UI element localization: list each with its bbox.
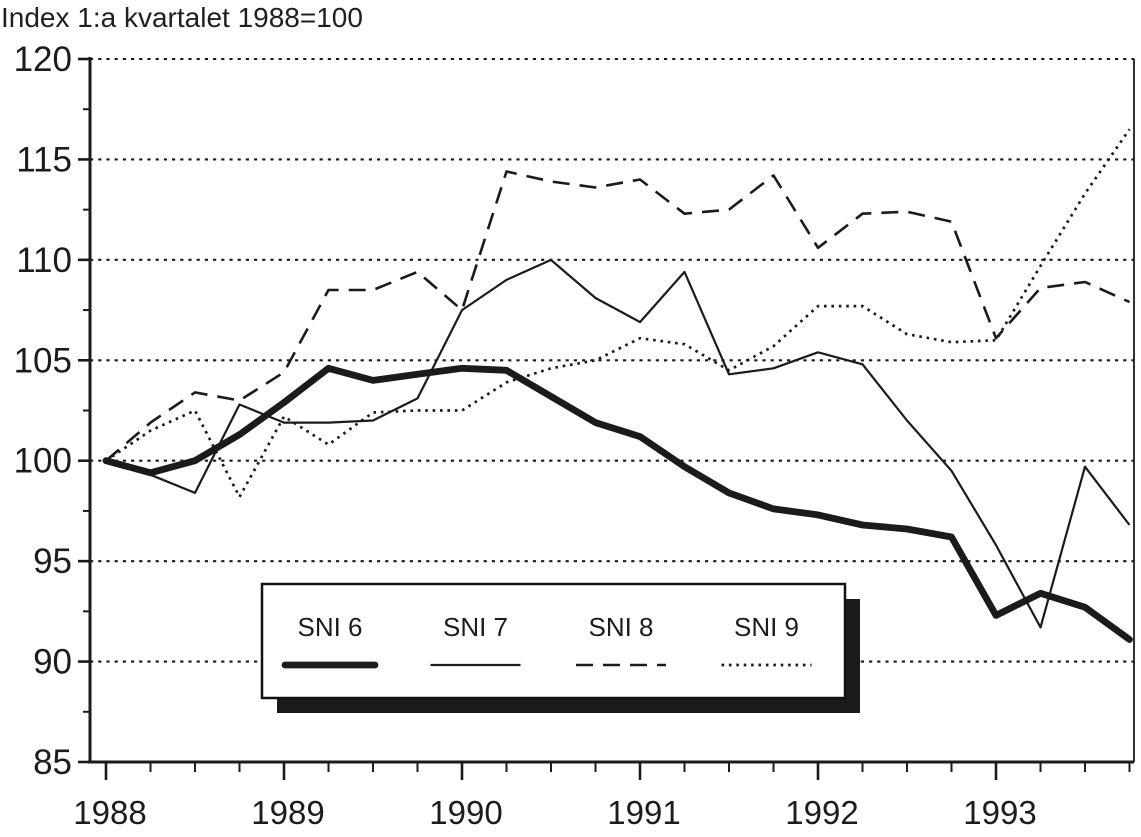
y-tick-label-95: 95	[33, 542, 72, 581]
series-line-sni-7	[105, 258, 1131, 629]
y-tick-label-120: 120	[14, 40, 72, 79]
x-tick-label-1992: 1992	[785, 794, 858, 831]
legend-label-sni-7: SNI 7	[443, 612, 508, 642]
series-line-sni-8	[105, 170, 1131, 462]
y-tick-label-115: 115	[16, 140, 72, 179]
chart-title: Index 1:a kvartalet 1988=100	[1, 2, 363, 33]
x-tick-label-1993: 1993	[963, 794, 1036, 831]
series-line-sni-9	[105, 128, 1131, 499]
legend-label-sni-8: SNI 8	[588, 612, 653, 642]
y-tick-label-105: 105	[14, 341, 72, 380]
x-tick-label-1989: 1989	[251, 794, 324, 831]
legend-box	[260, 582, 847, 700]
y-tick-label-90: 90	[33, 643, 72, 682]
y-tick-label-85: 85	[33, 743, 72, 782]
x-tick-label-1988: 1988	[73, 794, 146, 831]
x-tick-label-1991: 1991	[607, 794, 680, 831]
legend-label-sni-6: SNI 6	[297, 612, 362, 642]
y-tick-label-110: 110	[16, 241, 72, 280]
y-tick-label-100: 100	[14, 442, 72, 481]
x-tick-label-1990: 1990	[429, 794, 502, 831]
series-line-sni-6	[102, 364, 1133, 643]
legend-label-sni-9: SNI 9	[734, 612, 799, 642]
